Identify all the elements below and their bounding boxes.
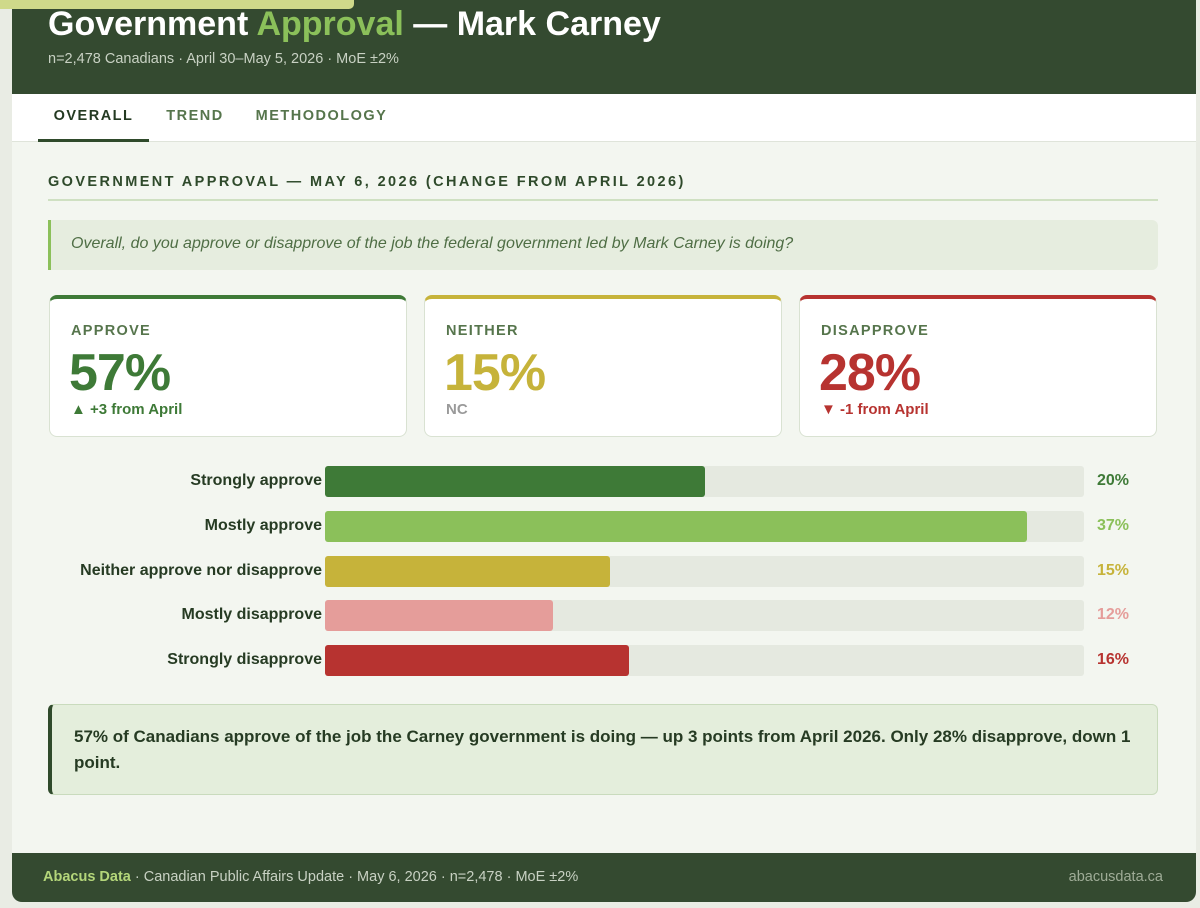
accent-strip xyxy=(0,0,354,9)
bar-fill xyxy=(325,600,553,632)
tab-methodology[interactable]: METHODOLOGY xyxy=(255,108,388,124)
bar-track xyxy=(325,600,1084,632)
stat-label: DISAPPROVE xyxy=(821,323,930,339)
bar-fill xyxy=(325,510,1028,542)
tab-overall[interactable]: OVERALL xyxy=(38,94,149,142)
bar-category-label: Neither approve nor disapprove xyxy=(80,561,322,579)
bar-track xyxy=(325,645,1084,676)
bar-fill xyxy=(325,466,705,497)
bar-category-label: Strongly approve xyxy=(190,472,322,489)
footer-details: · Canadian Public Affairs Update · May 6… xyxy=(130,869,579,885)
title-prefix: Government xyxy=(48,5,257,43)
bar-value-label: 12% xyxy=(1097,606,1130,624)
survey-question: Overall, do you approve or disapprove of… xyxy=(48,220,1158,270)
page-title: Government Approval — Mark Carney xyxy=(48,5,661,44)
footer-brand: Abacus Data xyxy=(43,869,131,885)
title-suffix: — Mark Carney xyxy=(403,5,661,43)
bar-category-label: Mostly approve xyxy=(204,516,322,534)
bar-track xyxy=(325,555,1084,587)
bar-track xyxy=(325,510,1084,542)
bar-category-label: Mostly disapprove xyxy=(181,606,322,624)
bar-track xyxy=(325,466,1084,497)
stat-change: ▲ +3 from April xyxy=(71,401,183,418)
header: Government Approval — Mark Carney n=2,47… xyxy=(12,0,1196,94)
tab-trend[interactable]: TREND xyxy=(166,108,224,124)
bar-fill xyxy=(325,555,610,587)
stat-label: NEITHER xyxy=(446,323,519,339)
bar-value-label: 20% xyxy=(1097,472,1130,489)
section-divider xyxy=(48,199,1158,201)
summary-callout: 57% of Canadians approve of the job the … xyxy=(48,704,1158,795)
footer-credit: Abacus Data · Canadian Public Affairs Up… xyxy=(43,869,578,885)
bar-fill xyxy=(325,645,629,676)
bar-value-label: 16% xyxy=(1097,651,1130,668)
page-subtitle: n=2,478 Canadians · April 30–May 5, 2026… xyxy=(48,51,399,67)
stat-value: 28% xyxy=(819,344,921,402)
tab-bar: OVERALL TREND METHODOLOGY xyxy=(12,94,1196,142)
bar-value-label: 37% xyxy=(1097,516,1130,534)
stat-label: APPROVE xyxy=(71,323,152,339)
stat-card-approve: APPROVE 57% ▲ +3 from April xyxy=(49,295,407,437)
footer-site-link[interactable]: abacusdata.ca xyxy=(1068,869,1163,885)
title-highlight: Approval xyxy=(256,5,404,43)
section-title: GOVERNMENT APPROVAL — MAY 6, 2026 (CHANG… xyxy=(48,174,686,190)
bar-value-label: 15% xyxy=(1097,561,1130,579)
stat-change: ▼ -1 from April xyxy=(821,401,929,418)
stat-change: NC xyxy=(446,401,468,418)
stat-card-neither: NEITHER 15% NC xyxy=(424,295,782,437)
report-card: Government Approval — Mark Carney n=2,47… xyxy=(12,0,1196,902)
footer: Abacus Data · Canadian Public Affairs Up… xyxy=(12,853,1196,902)
stat-value: 15% xyxy=(444,344,546,402)
stat-card-disapprove: DISAPPROVE 28% ▼ -1 from April xyxy=(799,295,1157,437)
stat-value: 57% xyxy=(69,344,171,402)
bar-category-label: Strongly disapprove xyxy=(167,651,322,668)
